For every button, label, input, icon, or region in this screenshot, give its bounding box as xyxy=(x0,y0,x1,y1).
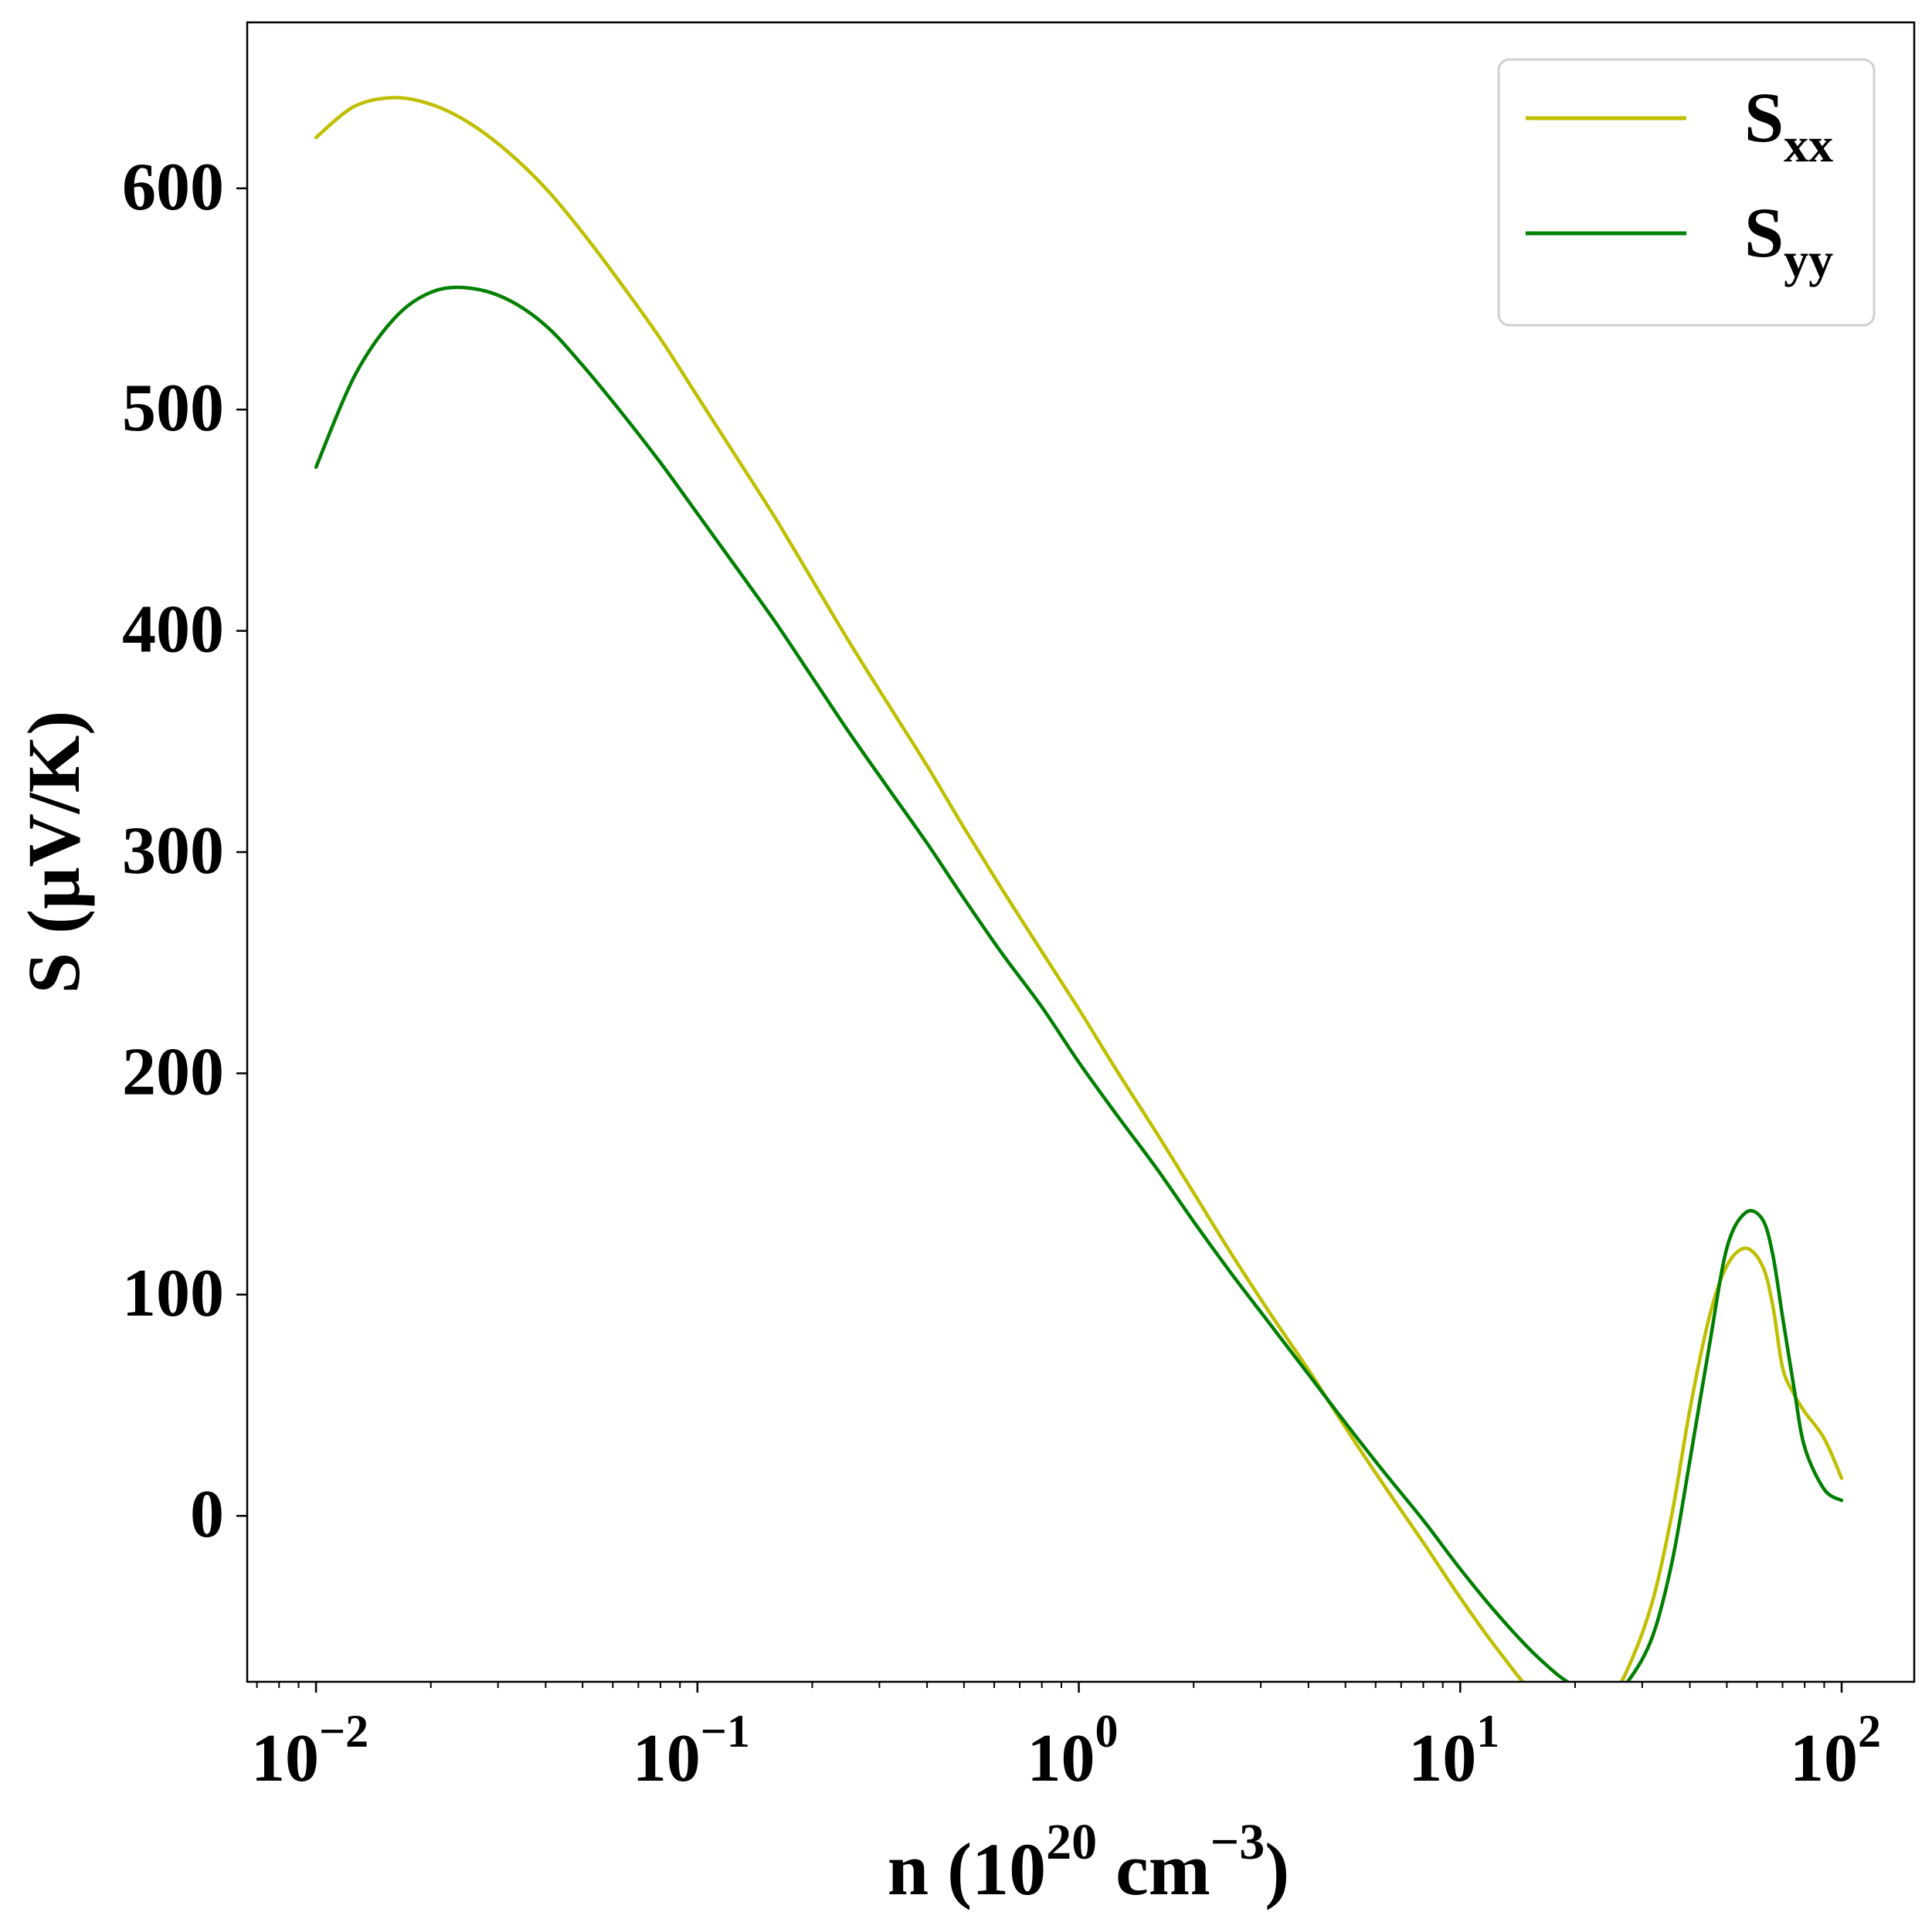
y-tick-label: 300 xyxy=(122,813,224,888)
x-axis-label-mid: cm xyxy=(1097,1828,1210,1910)
x-tick-label: 101 xyxy=(1408,1706,1499,1796)
x-axis-label-sup2: −3 xyxy=(1210,1814,1265,1870)
legend-frame xyxy=(1497,58,1876,327)
x-axis-label-sup1: 20 xyxy=(1046,1814,1097,1870)
x-tick-base: 10 xyxy=(1408,1721,1476,1796)
x-tick-base: 10 xyxy=(633,1721,701,1796)
y-tick-label: 100 xyxy=(122,1256,224,1331)
legend-label-sub: xx xyxy=(1784,117,1833,172)
x-tick-exponent: 0 xyxy=(1095,1706,1119,1757)
x-tick-base: 10 xyxy=(251,1721,319,1796)
x-axis-label: n (1020 cm−3) xyxy=(888,1814,1290,1910)
legend-label-syy: Syy xyxy=(1744,193,1833,287)
y-tick-label: 400 xyxy=(122,593,224,667)
x-tick-exponent: −1 xyxy=(701,1706,750,1757)
x-axis-label-main: n (10 xyxy=(888,1828,1046,1910)
x-tick-exponent: 1 xyxy=(1476,1706,1499,1757)
x-tick-base: 10 xyxy=(1790,1721,1858,1796)
y-tick-label: 600 xyxy=(122,150,224,225)
legend-label-main: S xyxy=(1744,78,1784,157)
series-lines xyxy=(314,96,1844,1682)
y-tick-label: 500 xyxy=(122,371,224,446)
x-tick-base: 10 xyxy=(1027,1721,1095,1796)
x-tick-exponent: 2 xyxy=(1858,1706,1881,1757)
x-tick-label: 102 xyxy=(1790,1706,1881,1796)
x-axis-label-end: ) xyxy=(1265,1828,1289,1910)
plot-area xyxy=(314,96,1844,1682)
series-line-syy xyxy=(314,285,1844,1682)
x-tick-exponent: −2 xyxy=(319,1706,368,1757)
x-tick-label: 10−2 xyxy=(251,1706,368,1796)
legend-label-sub: yy xyxy=(1784,233,1833,287)
legend-label-main: S xyxy=(1744,193,1784,272)
x-tick-label: 10−1 xyxy=(633,1706,750,1796)
series-line-sxx xyxy=(314,96,1844,1682)
y-axis-label: S (μV/K) xyxy=(12,711,95,993)
legend-label-sxx: Sxx xyxy=(1744,78,1833,172)
y-tick-label: 0 xyxy=(190,1477,224,1552)
x-tick-label: 100 xyxy=(1027,1706,1119,1796)
y-tick-label: 200 xyxy=(122,1034,224,1109)
